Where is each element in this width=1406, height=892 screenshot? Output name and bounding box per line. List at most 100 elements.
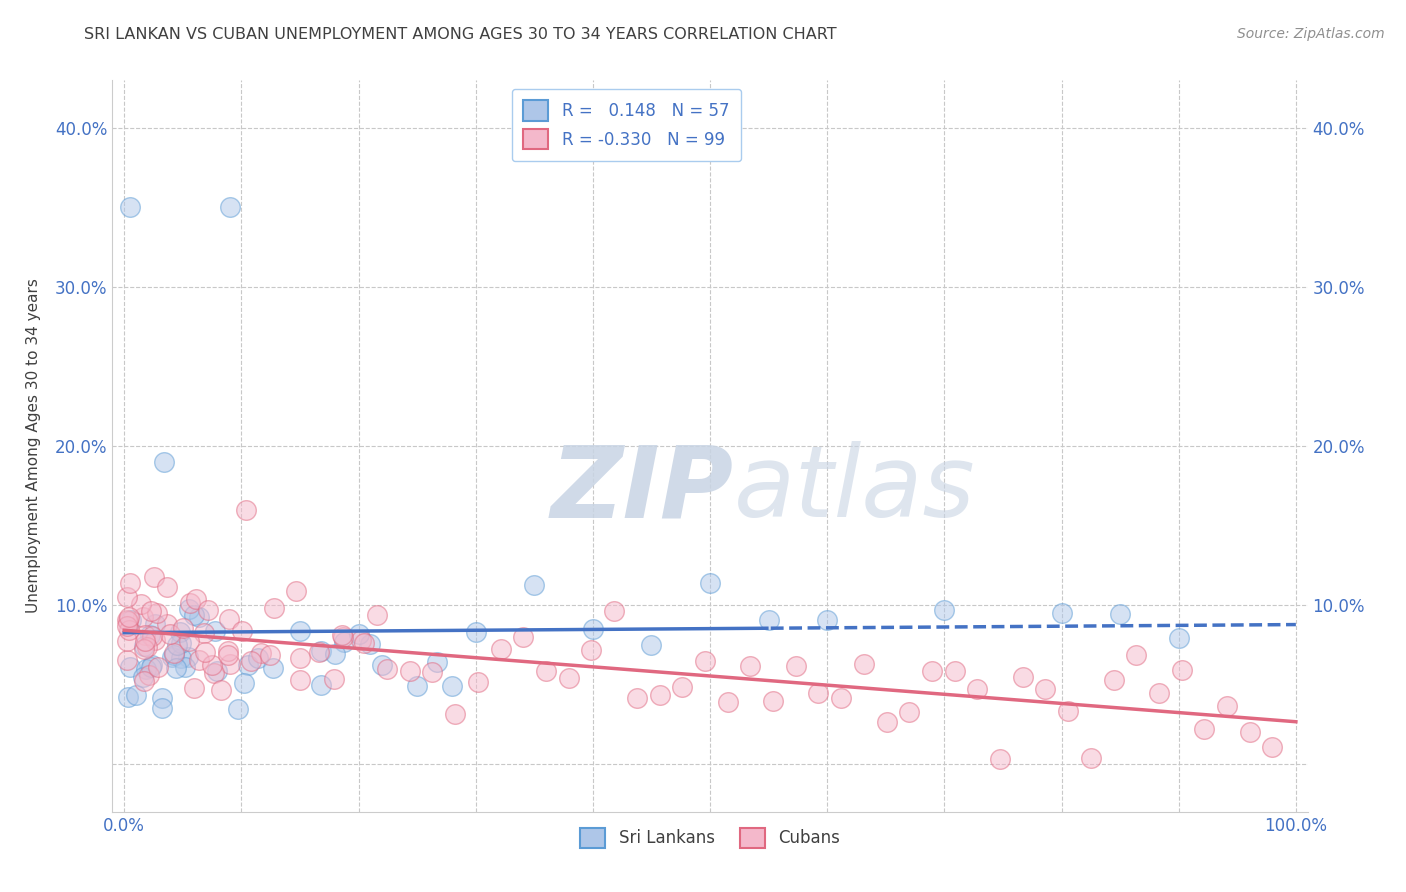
Cubans [179, 634, 201, 648]
Cubans [921, 664, 943, 678]
Cubans [131, 597, 153, 611]
Cubans [422, 665, 444, 679]
Sri Lankans [523, 578, 546, 592]
Cubans [322, 672, 344, 686]
Cubans [172, 621, 194, 635]
Sri Lankans [934, 603, 956, 617]
Cubans [852, 657, 875, 671]
Cubans [288, 673, 311, 687]
Sri Lankans [426, 656, 449, 670]
Sri Lankans [139, 660, 162, 674]
Cubans [350, 632, 373, 647]
Cubans [1194, 722, 1216, 736]
Cubans [217, 648, 239, 662]
Cubans [512, 631, 534, 645]
Cubans [398, 664, 420, 678]
Cubans [202, 665, 225, 680]
Sri Lankans [117, 690, 139, 704]
Sri Lankans [464, 625, 486, 640]
Sri Lankans [166, 638, 188, 652]
Cubans [194, 645, 217, 659]
Cubans [943, 665, 966, 679]
Cubans [626, 691, 648, 706]
Sri Lankans [207, 664, 229, 678]
Cubans [966, 681, 988, 696]
Sri Lankans [226, 702, 249, 716]
Sri Lankans [160, 650, 183, 665]
Cubans [898, 705, 921, 719]
Cubans [489, 642, 512, 657]
Cubans [1011, 670, 1033, 684]
Sri Lankans [1050, 606, 1073, 620]
Cubans [219, 657, 242, 672]
Sri Lankans [170, 650, 193, 665]
Sri Lankans [288, 624, 311, 638]
Sri Lankans [758, 613, 780, 627]
Cubans [118, 576, 141, 591]
Cubans [1102, 673, 1125, 688]
Legend: Sri Lankans, Cubans: Sri Lankans, Cubans [574, 821, 846, 855]
Sri Lankans [139, 628, 162, 642]
Cubans [132, 609, 155, 624]
Cubans [201, 657, 224, 672]
Cubans [308, 645, 330, 659]
Cubans [648, 688, 671, 702]
Cubans [785, 659, 807, 673]
Cubans [186, 592, 208, 607]
Sri Lankans [179, 601, 201, 615]
Cubans [467, 675, 489, 690]
Sri Lankans [441, 679, 464, 693]
Sri Lankans [347, 627, 370, 641]
Sri Lankans [165, 661, 187, 675]
Cubans [366, 608, 388, 623]
Text: Source: ZipAtlas.com: Source: ZipAtlas.com [1237, 27, 1385, 41]
Cubans [134, 633, 156, 648]
Cubans [183, 681, 205, 696]
Sri Lankans [1167, 631, 1189, 645]
Cubans [132, 641, 155, 656]
Sri Lankans [406, 679, 429, 693]
Sri Lankans [152, 455, 174, 469]
Cubans [285, 583, 308, 598]
Cubans [375, 662, 398, 676]
Cubans [146, 660, 169, 674]
Sri Lankans [169, 625, 191, 640]
Cubans [1239, 724, 1261, 739]
Cubans [557, 671, 579, 685]
Text: SRI LANKAN VS CUBAN UNEMPLOYMENT AMONG AGES 30 TO 34 YEARS CORRELATION CHART: SRI LANKAN VS CUBAN UNEMPLOYMENT AMONG A… [84, 27, 837, 42]
Sri Lankans [218, 201, 240, 215]
Cubans [259, 648, 281, 662]
Cubans [197, 603, 219, 617]
Cubans [534, 665, 557, 679]
Sri Lankans [309, 644, 332, 658]
Cubans [138, 667, 160, 681]
Sri Lankans [132, 670, 155, 684]
Sri Lankans [311, 678, 333, 692]
Sri Lankans [152, 690, 174, 705]
Sri Lankans [246, 650, 269, 665]
Cubans [235, 502, 257, 516]
Sri Lankans [582, 622, 605, 636]
Cubans [239, 654, 262, 668]
Cubans [134, 627, 156, 641]
Sri Lankans [170, 636, 193, 650]
Cubans [156, 617, 179, 632]
Cubans [218, 612, 240, 626]
Cubans [117, 614, 139, 628]
Sri Lankans [120, 201, 142, 215]
Cubans [1035, 682, 1057, 697]
Cubans [332, 630, 354, 644]
Cubans [115, 613, 138, 627]
Cubans [231, 624, 253, 638]
Cubans [1170, 664, 1192, 678]
Cubans [118, 609, 141, 624]
Sri Lankans [162, 648, 184, 662]
Cubans [159, 626, 181, 640]
Text: atlas: atlas [734, 442, 976, 539]
Sri Lankans [176, 650, 198, 665]
Sri Lankans [143, 617, 166, 632]
Sri Lankans [238, 658, 260, 673]
Cubans [179, 596, 201, 610]
Cubans [876, 715, 898, 730]
Cubans [188, 653, 211, 667]
